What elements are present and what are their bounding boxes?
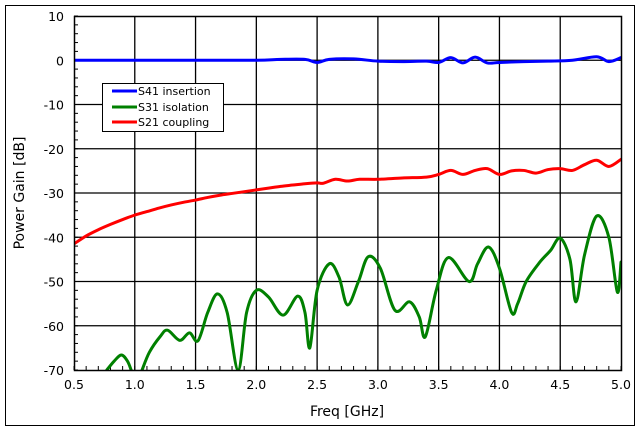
series-line-s31-isolation (140, 214, 621, 370)
plot-frame (73, 15, 623, 372)
x-tick-label: 3.0 (368, 377, 388, 392)
y-tick-label: -50 (44, 275, 64, 290)
x-tick-label: 5.0 (611, 377, 631, 392)
legend-label: S21 coupling (138, 116, 209, 129)
y-tick-label: -30 (44, 186, 64, 201)
y-tick-label: -60 (44, 319, 64, 334)
x-tick-label: 1.0 (125, 377, 145, 392)
legend-item-s41: S41 insertion (112, 85, 211, 98)
x-tick-label: 4.5 (550, 377, 570, 392)
y-tick-label: -10 (44, 98, 64, 113)
series-line-s31-isolation (105, 353, 133, 370)
legend-label: S41 insertion (138, 85, 211, 98)
x-tick-label: 4.0 (489, 377, 509, 392)
y-tick-label: 0 (56, 53, 64, 68)
grid-lines (74, 16, 621, 370)
legend-label: S31 isolation (138, 101, 209, 114)
y-tick-label: -20 (44, 142, 64, 157)
tick-labels: 0.5 1.0 1.5 2.0 2.5 3.0 3.5 4.0 4.5 5.0 10 0 -10 -20 -… (44, 9, 631, 392)
x-tick-label: 2.0 (246, 377, 266, 392)
legend-item-s31: S31 isolation (112, 101, 209, 114)
x-axis-label: Freq [GHz] (310, 404, 384, 420)
legend-item-s21: S21 coupling (112, 116, 209, 129)
x-tick-label: 0.5 (64, 377, 84, 392)
figure-border (5, 5, 635, 426)
y-tick-label: 10 (48, 9, 64, 24)
x-tick-label: 1.5 (186, 377, 206, 392)
data-series (74, 55, 621, 370)
x-tick-label: 2.5 (307, 377, 327, 392)
y-tick-label: -70 (44, 363, 64, 378)
x-tick-label: 3.5 (429, 377, 449, 392)
legend: S41 insertion S31 isolation S21 coupling (102, 83, 224, 132)
y-tick-label: -40 (44, 230, 64, 245)
series-line-s41-insertion (74, 55, 621, 65)
series-line-s21-coupling (74, 157, 621, 246)
y-axis-label: Power Gain [dB] (12, 137, 28, 250)
